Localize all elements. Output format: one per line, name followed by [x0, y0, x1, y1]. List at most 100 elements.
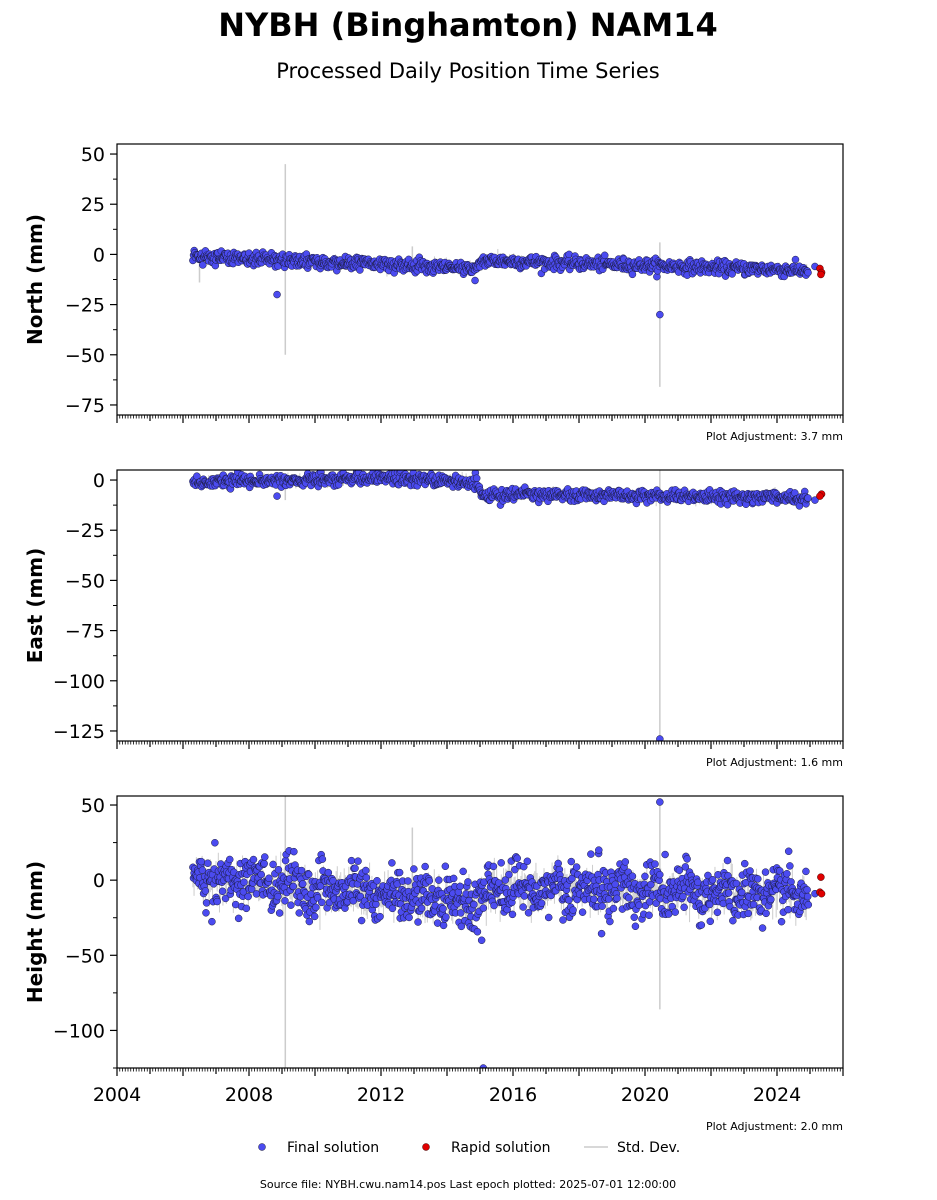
final-point [559, 916, 567, 924]
final-point [537, 899, 546, 907]
final-point [520, 862, 528, 871]
final-point [405, 913, 413, 922]
x-tick-label: 2004 [93, 1084, 141, 1106]
final-point [208, 917, 216, 926]
final-point [681, 863, 690, 871]
final-point [803, 886, 811, 894]
final-point [354, 857, 362, 865]
final-point [621, 858, 630, 866]
final-point [439, 921, 448, 930]
final-point [501, 876, 510, 884]
final-point [242, 904, 251, 913]
y-tick-label: −50 [65, 345, 105, 367]
final-point [351, 864, 359, 872]
final-point [661, 850, 669, 859]
final-point [410, 865, 418, 873]
final-point [356, 266, 364, 274]
x-tick-label: 2024 [753, 1084, 801, 1106]
x-tick-label: 2008 [225, 1084, 273, 1106]
rapid-solution-points [816, 873, 826, 898]
final-point [318, 898, 326, 907]
final-point [304, 870, 313, 879]
final-point [490, 901, 498, 910]
axes-frame [116, 469, 844, 742]
rapid-solution-points [816, 490, 826, 500]
final-point [567, 857, 576, 866]
final-point [598, 902, 606, 910]
final-point [569, 906, 577, 914]
final-point [706, 917, 715, 926]
final-point [295, 909, 303, 917]
rapid-point [817, 889, 826, 898]
final-point [680, 903, 688, 912]
final-point [651, 860, 659, 868]
final-point [635, 901, 643, 909]
final-point [213, 897, 222, 906]
final-point [656, 310, 664, 319]
legend-label: Std. Dev. [617, 1140, 680, 1156]
final-point [388, 859, 396, 867]
final-point [697, 921, 706, 929]
x-tick-label: 2020 [621, 1084, 669, 1106]
final-point [297, 866, 306, 875]
final-point [395, 868, 404, 877]
final-point [704, 871, 712, 880]
final-point [347, 856, 356, 865]
y-axis-label: North (mm) [23, 214, 47, 345]
final-point [260, 859, 268, 868]
final-point [578, 908, 587, 916]
y-tick-label: 25 [81, 194, 105, 216]
panel-east: 0 −25 −50 −75 −100 −125 East (mm) Plot Adjustme… [23, 469, 844, 769]
final-point [600, 251, 609, 260]
final-point [804, 901, 813, 909]
x-axis: 2004 2008 2012 2016 2020 2024 [93, 1068, 844, 1106]
x-tick-label: 2012 [357, 1084, 405, 1106]
final-point [664, 910, 673, 918]
final-point [202, 909, 210, 917]
final-point [373, 877, 381, 885]
final-point [204, 859, 212, 867]
final-point [776, 867, 784, 875]
panel-height: 50 0 −50 −100 2004 2008 2012 2016 2020 2024 Height… [23, 795, 844, 1133]
final-point [767, 895, 775, 904]
final-point [459, 867, 467, 876]
final-point [316, 882, 325, 890]
final-point [628, 270, 637, 279]
final-point [675, 866, 684, 875]
y-tick-label: −50 [65, 945, 105, 967]
stddev-bars [192, 796, 808, 1068]
legend-item: Rapid solution [422, 1140, 551, 1156]
final-point [274, 892, 282, 901]
final-point [479, 904, 488, 912]
legend-item: Std. Dev. [584, 1140, 680, 1156]
final-point [606, 917, 614, 926]
final-point [628, 872, 637, 880]
final-point [784, 847, 793, 856]
final-point [211, 839, 219, 847]
final-point [324, 868, 333, 877]
final-point [641, 872, 649, 881]
final-point [275, 909, 284, 917]
final-point [199, 261, 207, 269]
stddev-bars [192, 470, 808, 739]
final-point [472, 474, 481, 482]
final-solution-points [189, 798, 819, 1068]
final-point [694, 878, 702, 887]
y-tick-label: −25 [65, 520, 105, 542]
final-point [604, 895, 613, 903]
final-point [611, 880, 619, 889]
final-point [631, 922, 640, 931]
final-point [421, 862, 429, 871]
final-point [456, 882, 464, 891]
final-point [519, 903, 527, 911]
final-point [290, 847, 298, 856]
y-tick-label: −50 [65, 570, 105, 592]
final-point [441, 862, 450, 871]
plot-area-north [189, 164, 826, 387]
final-point [625, 894, 633, 902]
axes-frame [116, 143, 844, 416]
rapid-point [817, 873, 825, 881]
final-point [197, 857, 205, 866]
final-point [683, 855, 691, 863]
final-point [287, 901, 295, 909]
